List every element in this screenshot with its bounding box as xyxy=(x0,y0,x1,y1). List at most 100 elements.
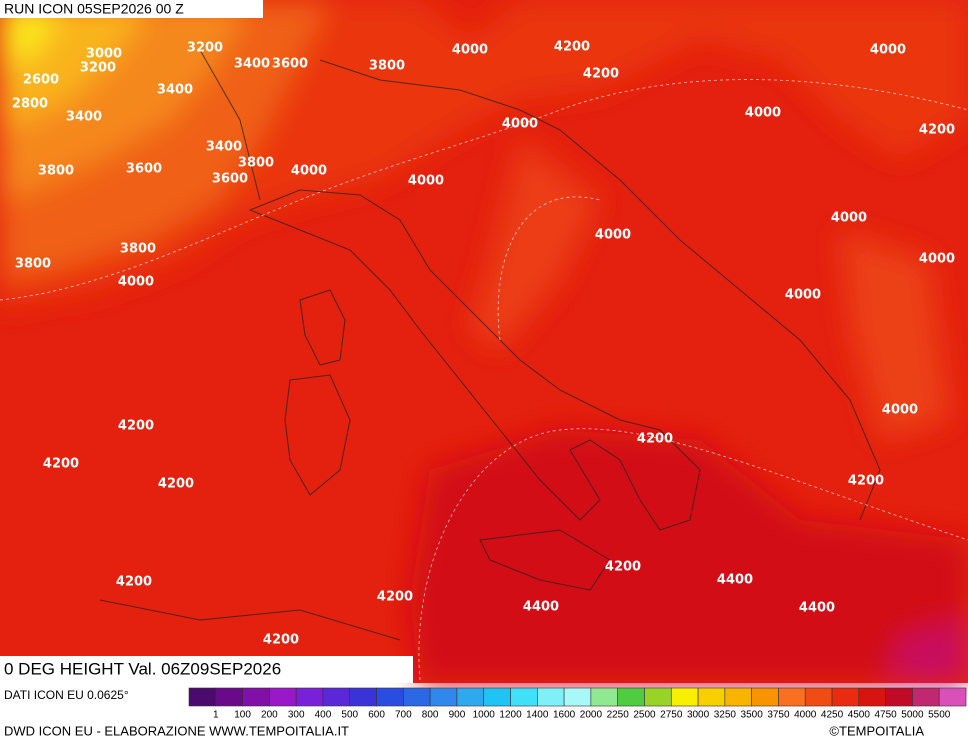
colorbar-label: 2250 xyxy=(607,710,630,721)
contour-label: 4000 xyxy=(882,403,918,418)
colorbar-label: 1 xyxy=(213,710,219,721)
contour-label: 4400 xyxy=(523,600,559,615)
contour-label: 3400 xyxy=(234,57,270,72)
colorbar-label: 1400 xyxy=(526,710,549,721)
colorbar-swatch xyxy=(242,687,270,707)
contour-label: 3400 xyxy=(206,140,242,155)
contour-label: 4000 xyxy=(870,43,906,58)
colorbar-label: 200 xyxy=(261,710,278,721)
contour-label: 4200 xyxy=(554,40,590,55)
contour-label: 3800 xyxy=(38,164,74,179)
contour-label: 4000 xyxy=(595,228,631,243)
colorbar-swatch xyxy=(429,687,458,707)
colorbar-swatch xyxy=(563,687,592,707)
colorbar-swatch xyxy=(376,687,404,707)
colorbar-swatch xyxy=(804,687,833,707)
colorbar: 1 100 200 300 400 500 600 700 800 900 1000 1200 1400… xyxy=(188,687,967,721)
colorbar-swatch xyxy=(778,687,806,707)
colorbar-swatch xyxy=(751,687,779,707)
contour-label: 3600 xyxy=(126,162,162,177)
contour-label: 3200 xyxy=(187,41,223,56)
contour-label: 4000 xyxy=(745,106,781,121)
colorbar-swatch xyxy=(858,687,886,707)
contour-label: 2800 xyxy=(12,97,48,112)
colorbar-label: 700 xyxy=(395,710,412,721)
colorbar-swatch xyxy=(938,687,967,707)
colorbar-label: 1200 xyxy=(499,710,522,721)
contour-label: 4200 xyxy=(637,432,673,447)
colorbar-swatch xyxy=(322,687,351,707)
colorbar-swatch xyxy=(510,687,538,707)
contour-label: 3800 xyxy=(15,257,51,272)
colorbar-swatch xyxy=(590,687,618,707)
colorbar-swatch xyxy=(403,687,431,707)
contour-label: 4200 xyxy=(263,633,299,648)
contour-label: 3400 xyxy=(66,110,102,125)
contour-label: 3000 xyxy=(86,47,122,62)
colorbar-swatch xyxy=(295,687,324,707)
colorbar-swatch xyxy=(188,687,217,707)
contour-label: 4200 xyxy=(605,560,641,575)
colorbar-label: 3500 xyxy=(741,710,764,721)
colorbar-label: 5500 xyxy=(928,710,951,721)
contour-label: 3800 xyxy=(120,242,156,257)
contour-label: 3800 xyxy=(369,59,405,74)
contour-label: 4200 xyxy=(919,123,955,138)
colorbar-label: 3000 xyxy=(687,710,710,721)
colorbar-swatch xyxy=(456,687,485,707)
map-title: 0 DEG HEIGHT Val. 06Z09SEP2026 xyxy=(4,659,281,678)
contour-label: 4200 xyxy=(43,457,79,472)
colorbar-label: 1000 xyxy=(473,710,496,721)
credit: DWD ICON EU - ELABORAZIONE WWW.TEMPOITAL… xyxy=(4,723,349,738)
colorbar-label: 4500 xyxy=(848,710,871,721)
colorbar-swatch xyxy=(349,687,377,707)
colorbar-swatch xyxy=(269,687,297,707)
colorbar-swatch xyxy=(885,687,913,707)
colorbar-swatch xyxy=(537,687,565,707)
contour-label: 4400 xyxy=(799,601,835,616)
colorbar-label: 2000 xyxy=(580,710,603,721)
colorbar-label: 400 xyxy=(315,710,332,721)
colorbar-label: 4000 xyxy=(794,710,817,721)
colorbar-swatch xyxy=(697,687,726,707)
colorbar-label: 900 xyxy=(449,710,466,721)
colorbar-label: 3250 xyxy=(714,710,737,721)
contour-label: 4000 xyxy=(118,275,154,290)
colorbar-label: 2750 xyxy=(660,710,683,721)
colorbar-label: 600 xyxy=(368,710,385,721)
contour-label: 4000 xyxy=(408,174,444,189)
contour-label: 4000 xyxy=(919,252,955,267)
contour-label: 3200 xyxy=(80,61,116,76)
contour-label: 4400 xyxy=(717,573,753,588)
header-box xyxy=(0,0,263,18)
contour-label: 4200 xyxy=(848,474,884,489)
colorbar-label: 4750 xyxy=(874,710,897,721)
colorbar-swatch xyxy=(483,687,511,707)
colorbar-swatch xyxy=(644,687,672,707)
contour-label: 3600 xyxy=(212,172,248,187)
contour-label: 4200 xyxy=(158,477,194,492)
contour-label: 3800 xyxy=(238,156,274,171)
colorbar-label: 1600 xyxy=(553,710,576,721)
source-label: DATI ICON EU 0.0625° xyxy=(4,688,129,702)
map-background xyxy=(0,0,968,683)
colorbar-label: 5000 xyxy=(901,710,924,721)
colorbar-label: 500 xyxy=(341,710,358,721)
run-label: RUN ICON 05SEP2026 00 Z xyxy=(4,1,184,17)
colorbar-swatch xyxy=(912,687,940,707)
title-box xyxy=(0,656,413,683)
colorbar-swatch xyxy=(215,687,243,707)
contour-label: 4000 xyxy=(452,43,488,58)
contour-label: 4000 xyxy=(831,211,867,226)
contour-label: 4000 xyxy=(785,288,821,303)
colorbar-swatch xyxy=(670,687,699,707)
colorbar-label: 2500 xyxy=(633,710,656,721)
contour-label: 3400 xyxy=(157,83,193,98)
colorbar-label: 800 xyxy=(422,710,439,721)
contour-label: 4200 xyxy=(583,67,619,82)
contour-label: 4000 xyxy=(502,117,538,132)
contour-label: 4200 xyxy=(118,419,154,434)
